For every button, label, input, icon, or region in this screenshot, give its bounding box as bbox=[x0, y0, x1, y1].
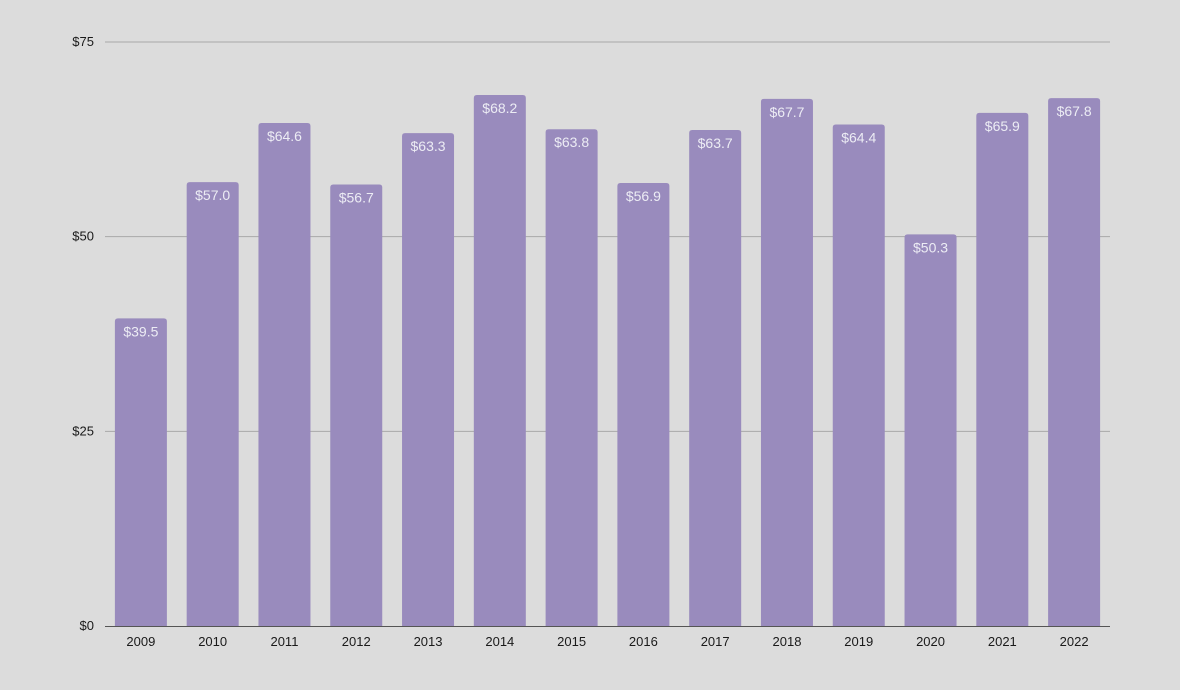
data-label-2021: $65.9 bbox=[985, 118, 1020, 134]
x-tick-label-2014: 2014 bbox=[485, 634, 514, 649]
x-axis-tick-labels: 2009 2010 2011 2012 2013 2014 2015 2016 2017 2018… bbox=[126, 634, 1088, 649]
x-tick-label-2016: 2016 bbox=[629, 634, 658, 649]
bar-2020 bbox=[904, 234, 957, 626]
x-tick-label-2013: 2013 bbox=[414, 634, 443, 649]
y-tick-label: $0 bbox=[80, 618, 94, 633]
x-tick-label-2019: 2019 bbox=[844, 634, 873, 649]
data-label-2009: $39.5 bbox=[123, 323, 158, 339]
y-tick-label: $75 bbox=[72, 34, 94, 49]
data-label-2020: $50.3 bbox=[913, 239, 948, 255]
x-tick-label-2022: 2022 bbox=[1060, 634, 1089, 649]
bar-2012 bbox=[330, 184, 383, 626]
data-label-2012: $56.7 bbox=[339, 189, 374, 205]
bar-2015 bbox=[545, 129, 598, 626]
bar-2022 bbox=[1048, 98, 1101, 626]
data-label-2010: $57.0 bbox=[195, 187, 230, 203]
bars bbox=[114, 94, 1101, 627]
x-tick-label-2012: 2012 bbox=[342, 634, 371, 649]
x-tick-label-2021: 2021 bbox=[988, 634, 1017, 649]
bar-2014 bbox=[473, 94, 526, 626]
data-label-2016: $56.9 bbox=[626, 188, 661, 204]
x-tick-label-2015: 2015 bbox=[557, 634, 586, 649]
y-axis-tick-labels: $0 $25 $50 $75 bbox=[72, 34, 94, 633]
bar-2016 bbox=[617, 182, 670, 626]
data-label-2022: $67.8 bbox=[1057, 103, 1092, 119]
data-label-2011: $64.6 bbox=[267, 128, 302, 144]
bar-2013 bbox=[402, 133, 455, 626]
bar-2017 bbox=[689, 129, 742, 627]
data-labels: $39.5 $57.0 $64.6 $56.7 $63.3 $68.2 $63.8 $56.9… bbox=[123, 100, 1091, 339]
data-label-2018: $67.7 bbox=[769, 104, 804, 120]
y-tick-label: $50 bbox=[72, 229, 94, 244]
bar-2011 bbox=[258, 122, 311, 627]
bar-2021 bbox=[976, 112, 1029, 627]
data-label-2019: $64.4 bbox=[841, 130, 876, 146]
data-label-2017: $63.7 bbox=[698, 135, 733, 151]
bar-2019 bbox=[832, 124, 885, 626]
x-tick-label-2009: 2009 bbox=[126, 634, 155, 649]
x-tick-label-2017: 2017 bbox=[701, 634, 730, 649]
data-label-2015: $63.8 bbox=[554, 134, 589, 150]
data-label-2014: $68.2 bbox=[482, 100, 517, 116]
x-tick-label-2020: 2020 bbox=[916, 634, 945, 649]
bar-2018 bbox=[760, 98, 813, 627]
data-label-2013: $63.3 bbox=[411, 138, 446, 154]
x-tick-label-2018: 2018 bbox=[773, 634, 802, 649]
x-tick-label-2011: 2011 bbox=[270, 634, 298, 649]
y-tick-label: $25 bbox=[72, 423, 94, 438]
bar-2009 bbox=[114, 318, 167, 626]
x-tick-label-2010: 2010 bbox=[198, 634, 227, 649]
bar-2010 bbox=[186, 182, 239, 626]
